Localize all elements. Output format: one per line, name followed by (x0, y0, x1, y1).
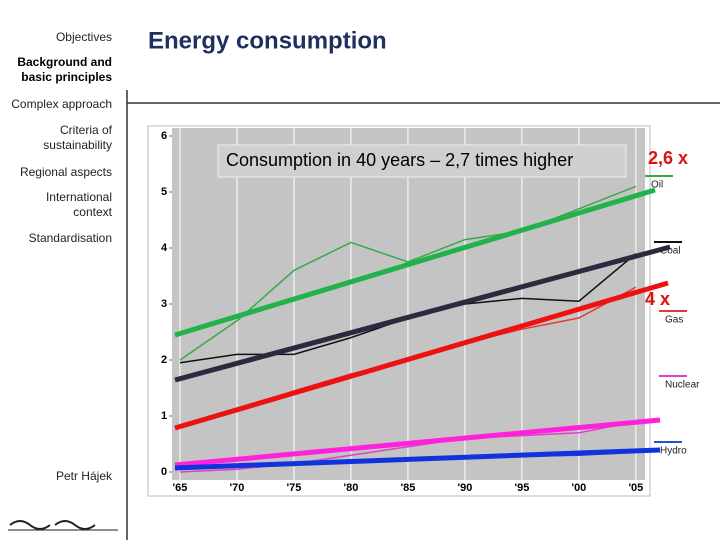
nav-item[interactable]: Objectives (55, 30, 112, 44)
nav-item[interactable]: Regional aspects (19, 165, 112, 179)
callout: Consumption in 40 years – 2,7 times high… (226, 150, 573, 170)
author: Petr Hájek (55, 469, 112, 483)
nav-item[interactable]: International context (45, 190, 112, 219)
x-tick-label: '65 (173, 482, 188, 494)
x-tick-label: '90 (457, 482, 472, 494)
y-tick-label: 2 (161, 354, 167, 366)
y-tick-label: 3 (161, 298, 167, 310)
plot-area (172, 128, 645, 480)
factor-label: 4 x (645, 289, 670, 309)
x-tick-label: '70 (230, 482, 245, 494)
legend-label: Oil (651, 180, 663, 191)
legend-label: Gas (665, 315, 683, 326)
logo (8, 520, 118, 531)
y-tick-label: 0 (161, 466, 167, 478)
x-tick-label: '05 (628, 482, 643, 494)
x-tick-label: '80 (344, 482, 359, 494)
y-tick-label: 1 (161, 410, 167, 422)
x-tick-label: '75 (287, 482, 302, 494)
legend-label: Nuclear (665, 380, 700, 391)
factor-label: 2,6 x (648, 148, 688, 168)
y-tick-label: 6 (161, 130, 167, 142)
y-tick-label: 5 (161, 186, 167, 198)
legend-label: Hydro (660, 446, 687, 457)
nav-item[interactable]: Complex approach (11, 97, 112, 111)
x-tick-label: '85 (401, 482, 416, 494)
trend-arrows (174, 187, 671, 471)
legend-label: Coal (660, 246, 681, 257)
nav-item[interactable]: Criteria of sustainability (43, 123, 112, 152)
x-tick-label: '00 (571, 482, 586, 494)
callout-box (217, 144, 627, 178)
nav-item[interactable]: Standardisation (28, 231, 112, 245)
slide-title: Energy consumption (148, 27, 387, 54)
nav-item[interactable]: Background and basic principles (17, 55, 112, 84)
y-tick-label: 4 (161, 242, 168, 254)
x-tick-label: '95 (514, 482, 529, 494)
